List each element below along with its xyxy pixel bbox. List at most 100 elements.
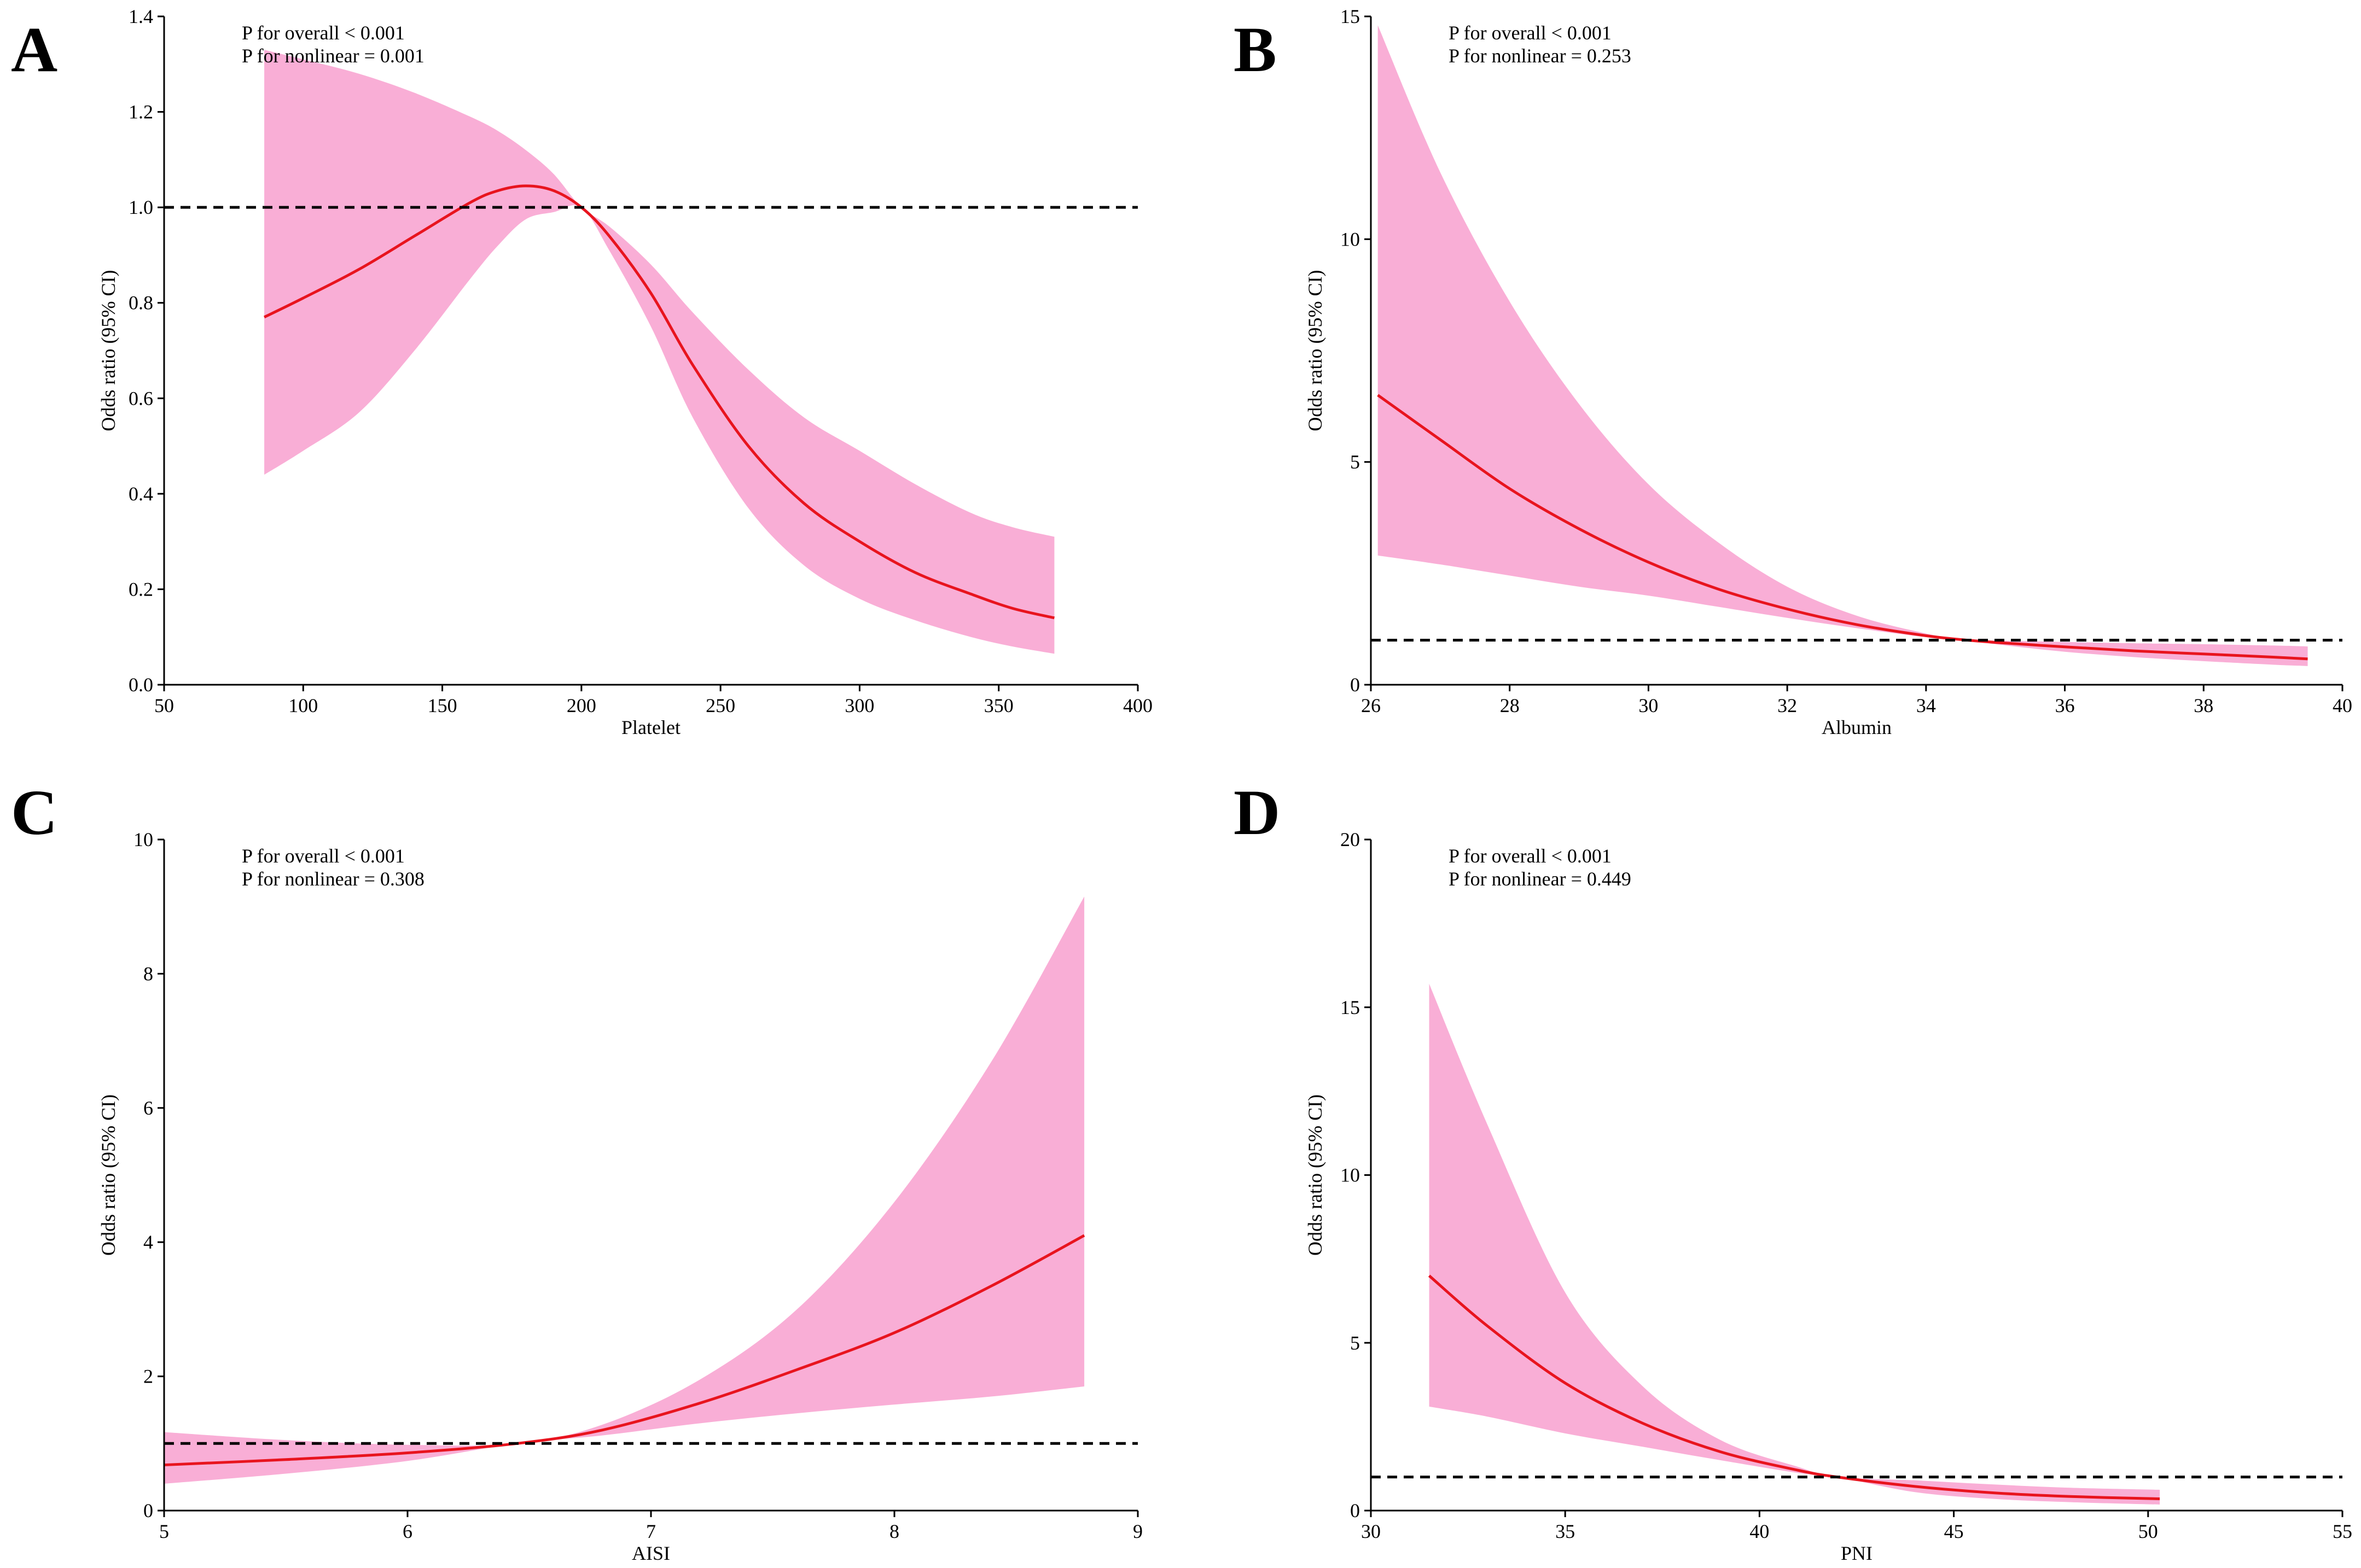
y-tick-label: 15	[1340, 996, 1360, 1018]
x-tick-label: 40	[2333, 695, 2352, 716]
confidence-band	[1429, 983, 2160, 1505]
x-tick-label: 9	[1133, 1520, 1143, 1542]
p-value-annotation: P for overall < 0.001	[242, 22, 405, 44]
data-point	[496, 189, 499, 193]
data-point	[1578, 527, 1581, 531]
data-point	[2158, 1497, 2161, 1501]
y-tick-label: 0.0	[129, 674, 153, 696]
x-tick-label: 38	[2194, 695, 2213, 716]
odds-ratio-line	[1377, 394, 2308, 661]
data-point	[1486, 1325, 1489, 1328]
y-axis-label: Odds ratio (95% CI)	[97, 270, 119, 432]
odds-ratio-line	[164, 1234, 1085, 1467]
data-point	[858, 540, 861, 543]
y-tick-label: 0.8	[129, 292, 153, 314]
panel-c: C 0 2 4 6 8 10 5 6 7 8 9 AISI Odds ratio (95% CI) P fo…	[11, 777, 1143, 1564]
x-tick-label: 6	[403, 1520, 412, 1542]
data-point	[1716, 587, 1719, 591]
y-tick-label: 5	[1350, 1332, 1360, 1354]
p-value-annotation: P for nonlinear = 0.001	[242, 45, 424, 67]
data-point	[468, 201, 472, 204]
x-tick-label: 28	[1500, 695, 1520, 716]
data-point	[1439, 438, 1442, 441]
x-tick-label: 100	[288, 695, 318, 716]
data-point	[2069, 1495, 2072, 1498]
x-tick-label: 55	[2333, 1520, 2352, 1542]
y-tick-label: 5	[1350, 451, 1360, 473]
data-point	[2271, 655, 2275, 658]
data-point	[608, 235, 611, 238]
data-point	[747, 445, 750, 448]
data-point	[1719, 1450, 1722, 1454]
data-point	[1563, 1382, 1567, 1385]
x-tick-label: 300	[845, 695, 874, 716]
confidence-band	[264, 50, 1055, 654]
x-tick-label: 5	[159, 1520, 169, 1542]
data-point	[1914, 1485, 1917, 1488]
p-value-annotation: P for nonlinear = 0.253	[1449, 45, 1631, 67]
y-tick-label: 1.4	[129, 5, 153, 27]
data-point	[1508, 487, 1511, 491]
y-axis-label: Odds ratio (95% CI)	[1304, 1094, 1326, 1256]
data-point	[2306, 657, 2310, 661]
data-point	[413, 235, 416, 238]
odds-ratio-line	[263, 184, 1055, 620]
y-tick-label: 0.6	[129, 387, 153, 409]
panel-letter: A	[11, 14, 57, 85]
x-tick-label: 250	[706, 695, 735, 716]
data-point	[698, 1402, 701, 1405]
x-tick-label: 200	[567, 695, 596, 716]
data-point	[1796, 1468, 1800, 1472]
data-point	[795, 1368, 799, 1371]
p-value-annotation: P for nonlinear = 0.308	[242, 868, 424, 890]
x-tick-label: 30	[1638, 695, 1658, 716]
x-tick-label: 26	[1361, 695, 1381, 716]
x-tick-label: 50	[2138, 1520, 2158, 1542]
data-point	[524, 184, 527, 188]
data-point	[2063, 645, 2067, 649]
x-axis-label: AISI	[632, 1542, 670, 1564]
data-point	[1052, 616, 1056, 620]
data-point	[601, 1429, 604, 1432]
data-point	[406, 1451, 409, 1454]
x-tick-label: 34	[1916, 695, 1936, 716]
x-tick-label: 350	[984, 695, 1014, 716]
x-tick-label: 35	[1555, 1520, 1575, 1542]
data-point	[1786, 608, 1789, 611]
confidence-band	[1377, 25, 2308, 666]
x-tick-label: 150	[428, 695, 457, 716]
y-tick-label: 10	[1340, 1164, 1360, 1186]
y-tick-label: 8	[143, 963, 153, 984]
x-tick-label: 45	[1944, 1520, 1964, 1542]
panel-b: B 0 5 10 15 26 28 30 32 34 36 38 40 Albumin Odds ratio…	[1234, 5, 2352, 738]
y-tick-label: 15	[1340, 5, 1360, 27]
data-point	[969, 592, 973, 596]
data-point	[990, 1284, 993, 1287]
y-tick-label: 1.2	[129, 101, 153, 123]
data-point	[802, 502, 806, 505]
confidence-band	[164, 896, 1085, 1484]
x-tick-label: 36	[2055, 695, 2075, 716]
y-tick-label: 6	[143, 1097, 153, 1119]
data-point	[1991, 1491, 1994, 1494]
y-tick-label: 0	[1350, 674, 1360, 696]
data-point	[552, 189, 555, 193]
x-tick-label: 30	[1361, 1520, 1381, 1542]
data-point	[301, 296, 305, 300]
data-point	[2202, 652, 2205, 656]
p-value-annotation: P for nonlinear = 0.449	[1449, 868, 1631, 890]
x-tick-label: 40	[1749, 1520, 1769, 1542]
y-tick-label: 0	[1350, 1500, 1360, 1522]
panel-letter: B	[1234, 14, 1277, 85]
x-axis-label: Platelet	[621, 716, 681, 738]
data-point	[1376, 393, 1380, 397]
x-axis-label: PNI	[1841, 1542, 1872, 1564]
data-point	[1011, 607, 1014, 610]
p-value-annotation: P for overall < 0.001	[242, 845, 405, 867]
y-tick-label: 0.2	[129, 578, 153, 600]
odds-ratio-line	[1428, 1274, 2160, 1501]
panel-letter: C	[11, 777, 57, 848]
x-tick-label: 400	[1123, 695, 1153, 716]
y-tick-label: 4	[143, 1231, 153, 1253]
panel-a: A 0.0 0.2 0.4 0.6 0.8 1.0 1.2 1.4 50 100 150 200 250 3…	[11, 5, 1153, 738]
